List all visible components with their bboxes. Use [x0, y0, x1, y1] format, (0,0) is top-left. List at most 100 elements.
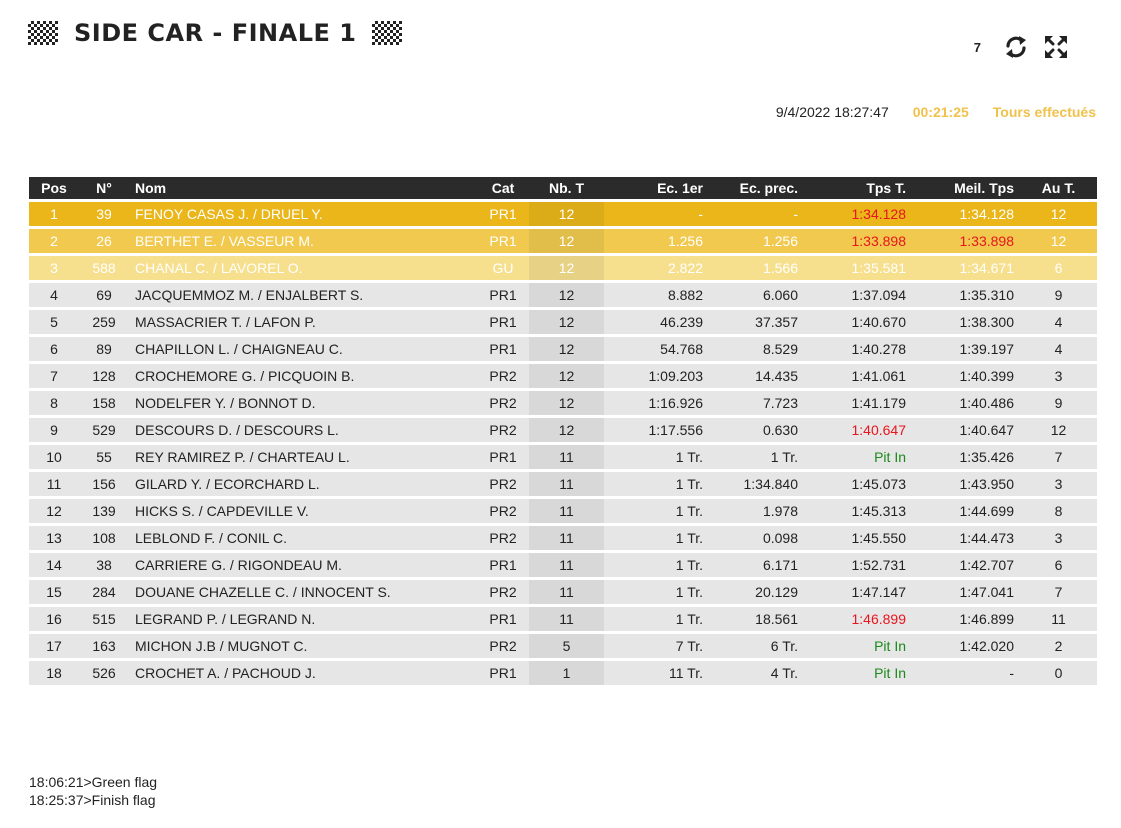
- title-bar: SIDE CAR - FINALE 1: [28, 16, 403, 50]
- col-nom[interactable]: Nom: [135, 180, 167, 196]
- cell-meil: 1:47.041: [959, 584, 1015, 600]
- header-row: Pos N° Nom Cat Nb. T Ec. 1er Ec. prec. T…: [29, 177, 1097, 199]
- cell-meil: 1:46.899: [959, 611, 1015, 627]
- cell-meil: 1:34.128: [959, 206, 1015, 222]
- table-row[interactable]: 8 158 NODELFER Y. / BONNOT D. PR2 12 1:16.926…: [29, 391, 1097, 415]
- table-row[interactable]: 2 26 BERTHET E. / VASSEUR M. PR1 12 1.256 1.25…: [29, 229, 1097, 253]
- cell-num: 139: [92, 503, 116, 519]
- cell-pos: 18: [46, 665, 62, 681]
- cell-nom: MASSACRIER T. / LAFON P.: [135, 314, 316, 330]
- col-pos[interactable]: Pos: [41, 180, 67, 196]
- col-cat[interactable]: Cat: [491, 180, 515, 196]
- cell-ecp: 8.529: [762, 341, 798, 357]
- controls: 7: [974, 32, 1071, 62]
- cell-ecp: 18.561: [755, 611, 798, 627]
- table-row[interactable]: 6 89 CHAPILLON L. / CHAIGNEAU C. PR1 12 54.76…: [29, 337, 1097, 361]
- cell-ec1: 1 Tr.: [675, 584, 703, 600]
- cell-nom: LEBLOND F. / CONIL C.: [135, 530, 287, 546]
- cell-nbt: 12: [529, 283, 604, 307]
- col-tps[interactable]: Tps T.: [866, 180, 906, 196]
- cell-nom: JACQUEMMOZ M. / ENJALBERT S.: [135, 287, 364, 303]
- table-row[interactable]: 10 55 REY RAMIREZ P. / CHARTEAU L. PR1 11 1 T…: [29, 445, 1097, 469]
- cell-aut: 7: [1054, 584, 1063, 600]
- table-row[interactable]: 1 39 FENOY CASAS J. / DRUEL Y. PR1 12 - - 1:34.…: [29, 202, 1097, 226]
- table-row[interactable]: 15 284 DOUANE CHAZELLE C. / INNOCENT S. PR2…: [29, 580, 1097, 604]
- cell-ec1: 1:16.926: [648, 395, 704, 411]
- cell-ecp: 4 Tr.: [770, 665, 798, 681]
- cell-ec1: 1 Tr.: [675, 449, 703, 465]
- cell-nom: CROCHET A. / PACHOUD J.: [135, 665, 316, 681]
- cell-pos: 17: [46, 638, 62, 654]
- cell-num: 26: [96, 233, 112, 249]
- cell-aut: 12: [1050, 233, 1067, 249]
- cell-tps: Pit In: [874, 665, 906, 681]
- cell-ec1: -: [698, 206, 703, 222]
- cell-ec1: 46.239: [660, 314, 703, 330]
- cell-cat: PR1: [489, 233, 517, 249]
- cell-num: 39: [96, 206, 112, 222]
- cell-cat: PR2: [489, 395, 517, 411]
- cell-aut: 0: [1054, 665, 1063, 681]
- table-row[interactable]: 9 529 DESCOURS D. / DESCOURS L. PR2 12 1:17.5…: [29, 418, 1097, 442]
- cell-nom: DOUANE CHAZELLE C. / INNOCENT S.: [135, 584, 391, 600]
- col-aut[interactable]: Au T.: [1041, 180, 1076, 196]
- table-row[interactable]: 18 526 CROCHET A. / PACHOUD J. PR1 1 11 Tr. 4 …: [29, 661, 1097, 685]
- cell-aut: 12: [1050, 206, 1067, 222]
- col-nbt[interactable]: Nb. T: [549, 180, 584, 196]
- cell-num: 163: [92, 638, 116, 654]
- refresh-icon[interactable]: [1001, 32, 1031, 62]
- cell-num: 529: [92, 422, 116, 438]
- cell-pos: 9: [50, 422, 58, 438]
- elapsed-time: 00:21:25: [912, 104, 969, 120]
- col-ec1[interactable]: Ec. 1er: [657, 180, 703, 196]
- cell-nom: NODELFER Y. / BONNOT D.: [135, 395, 316, 411]
- col-ecp[interactable]: Ec. prec.: [739, 180, 798, 196]
- cell-cat: PR2: [489, 530, 517, 546]
- table-row[interactable]: 16 515 LEGRAND P. / LEGRAND N. PR1 11 1 Tr. 18…: [29, 607, 1097, 631]
- cell-cat: PR1: [489, 449, 517, 465]
- cell-nom: DESCOURS D. / DESCOURS L.: [135, 422, 339, 438]
- table-row[interactable]: 12 139 HICKS S. / CAPDEVILLE V. PR2 11 1 Tr. 1…: [29, 499, 1097, 523]
- table-row[interactable]: 5 259 MASSACRIER T. / LAFON P. PR1 12 46.239 3…: [29, 310, 1097, 334]
- cell-ecp: 6.060: [762, 287, 798, 303]
- cell-pos: 15: [46, 584, 62, 600]
- log-entry: 18:25:37>Finish flag: [29, 792, 156, 808]
- table-row[interactable]: 11 156 GILARD Y. / ECORCHARD L. PR2 11 1 Tr. 1…: [29, 472, 1097, 496]
- cell-ecp: 0.098: [762, 530, 798, 546]
- cell-nbt: 11: [529, 526, 604, 550]
- cell-pos: 10: [46, 449, 62, 465]
- cell-meil: 1:40.399: [959, 368, 1015, 384]
- table-row[interactable]: 7 128 CROCHEMORE G. / PICQUOIN B. PR2 12 1:09…: [29, 364, 1097, 388]
- cell-num: 284: [92, 584, 116, 600]
- cell-tps: 1:41.179: [851, 395, 907, 411]
- table-row[interactable]: 4 69 JACQUEMMOZ M. / ENJALBERT S. PR1 12 8.88…: [29, 283, 1097, 307]
- table-row[interactable]: 3 588 CHANAL C. / LAVOREL O. GU 12 2.822 1.566…: [29, 256, 1097, 280]
- cell-meil: 1:38.300: [959, 314, 1015, 330]
- cell-meil: 1:40.647: [959, 422, 1015, 438]
- cell-nbt: 1: [529, 661, 604, 685]
- col-meil[interactable]: Meil. Tps: [954, 180, 1014, 196]
- cell-cat: PR1: [489, 557, 517, 573]
- cell-cat: PR1: [489, 341, 517, 357]
- table-row[interactable]: 14 38 CARRIERE G. / RIGONDEAU M. PR1 11 1 Tr.…: [29, 553, 1097, 577]
- cell-pos: 8: [50, 395, 58, 411]
- table-row[interactable]: 17 163 MICHON J.B / MUGNOT C. PR2 5 7 Tr. 6 Tr…: [29, 634, 1097, 658]
- cell-ecp: 1 Tr.: [770, 449, 798, 465]
- cell-nbt: 11: [529, 472, 604, 496]
- cell-ec1: 1 Tr.: [675, 557, 703, 573]
- cell-ec1: 2.822: [667, 260, 703, 276]
- cell-nbt: 11: [529, 499, 604, 523]
- cell-ec1: 1:17.556: [648, 422, 704, 438]
- table-row[interactable]: 13 108 LEBLOND F. / CONIL C. PR2 11 1 Tr. 0.09…: [29, 526, 1097, 550]
- fullscreen-icon[interactable]: [1041, 32, 1071, 62]
- cell-cat: GU: [492, 260, 514, 276]
- col-num[interactable]: N°: [96, 180, 112, 196]
- checkered-flag-icon: [28, 21, 58, 45]
- cell-meil: 1:42.020: [959, 638, 1015, 654]
- cell-tps: 1:34.128: [851, 206, 907, 222]
- cell-pos: 2: [50, 233, 58, 249]
- cell-num: 515: [92, 611, 116, 627]
- cell-pos: 6: [50, 341, 58, 357]
- cell-nbt: 12: [529, 202, 604, 226]
- cell-num: 526: [92, 665, 116, 681]
